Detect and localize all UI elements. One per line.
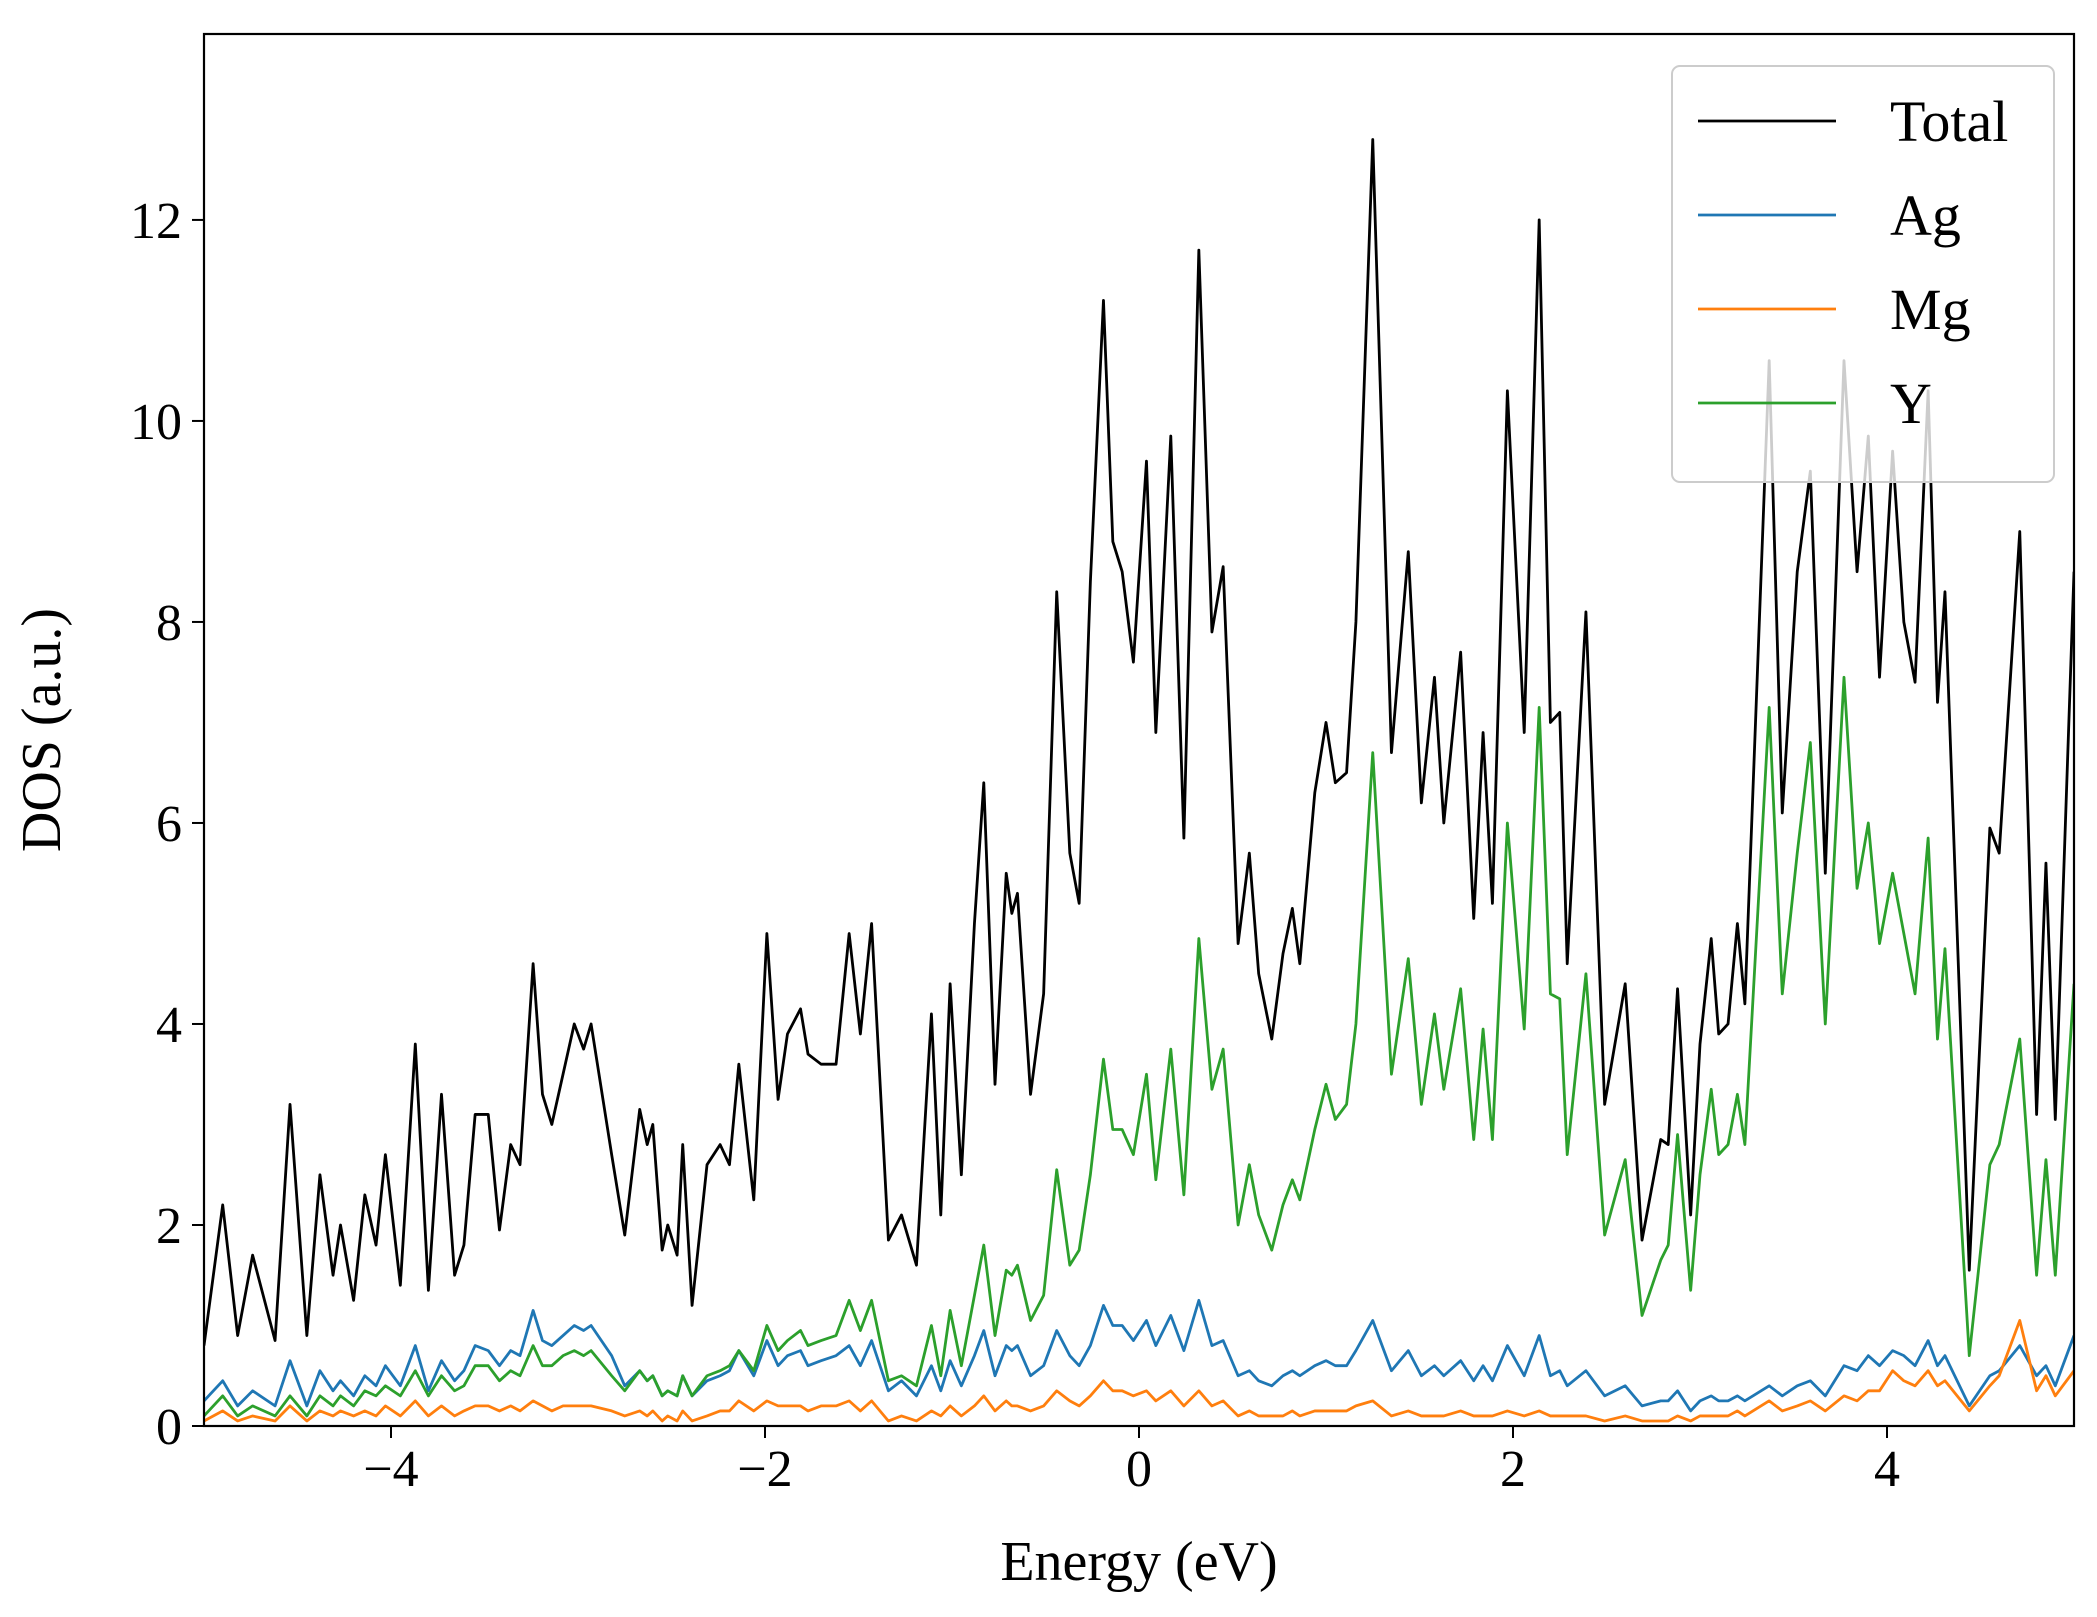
- legend-label: Ag: [1890, 183, 1961, 248]
- series-line: [204, 138, 2074, 1346]
- y-tick-label: 2: [156, 1198, 182, 1255]
- legend-label: Mg: [1890, 277, 1971, 342]
- x-tick-label: 0: [1126, 1441, 1152, 1498]
- x-tick-label: 4: [1874, 1441, 1900, 1498]
- plot-area: [204, 138, 2074, 1423]
- x-tick-label: −2: [737, 1441, 792, 1498]
- y-tick-label: 0: [156, 1399, 182, 1456]
- x-tick-label: −4: [363, 1441, 418, 1498]
- legend-label: Total: [1890, 89, 2008, 154]
- series-line: [204, 1298, 2074, 1413]
- series-line: [204, 675, 2074, 1418]
- x-tick-label: 2: [1500, 1441, 1526, 1498]
- series-line: [204, 1319, 2074, 1423]
- y-tick-label: 8: [156, 595, 182, 652]
- legend-label: Y: [1890, 371, 1932, 436]
- y-tick-label: 12: [130, 193, 182, 250]
- y-axis-label: DOS (a.u.): [11, 608, 73, 852]
- x-axis-label: Energy (eV): [1000, 1531, 1277, 1593]
- y-tick-label: 6: [156, 796, 182, 853]
- y-tick-label: 10: [130, 394, 182, 451]
- legend-box: [1671, 65, 2055, 483]
- y-tick-label: 4: [156, 997, 182, 1054]
